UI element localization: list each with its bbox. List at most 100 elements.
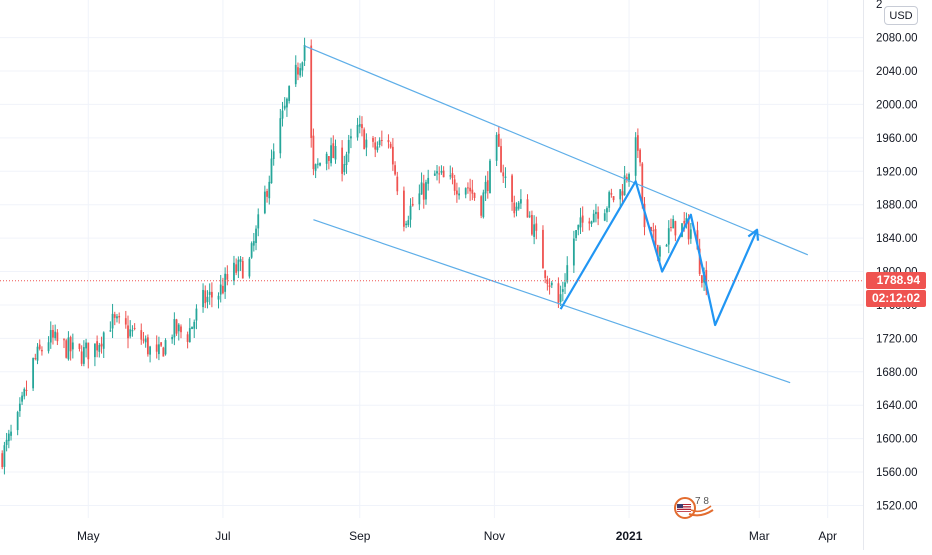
x-axis[interactable]: May Jul Sep Nov 2021 Mar Apr [77, 529, 837, 543]
candle-body [78, 343, 81, 349]
candle-body [268, 181, 271, 199]
candle-body [621, 191, 624, 196]
y-tick-label: 2040.00 [876, 66, 918, 78]
candle-body [378, 140, 381, 146]
candle-body [433, 173, 436, 176]
candle-body [548, 285, 551, 288]
candle-body [36, 346, 39, 361]
candle-body [656, 244, 659, 257]
candle-body [455, 190, 458, 195]
candle-body [515, 206, 518, 211]
candle-body [208, 291, 211, 295]
candle-body [63, 339, 65, 341]
candle-body [94, 343, 96, 358]
candle-body [312, 135, 315, 170]
candle-body [500, 146, 502, 172]
candle-body [438, 173, 441, 175]
candle-body [250, 243, 253, 258]
candle-body [436, 171, 438, 174]
candle-body [517, 202, 520, 209]
candle-body [303, 45, 306, 61]
candle-body [674, 221, 677, 236]
candle-body [405, 223, 408, 226]
candle-body [619, 189, 622, 200]
candle-body [281, 110, 284, 119]
candle-body [158, 344, 160, 355]
candle-body [572, 238, 575, 266]
candle-body [422, 183, 425, 200]
candle-body [118, 316, 121, 318]
candle-body [164, 340, 167, 355]
y-tick-label: 1880.00 [876, 200, 918, 212]
drawings [304, 45, 809, 384]
candle-body [49, 330, 52, 343]
candle-body [564, 282, 566, 287]
candle-body [566, 265, 569, 282]
candle-body [473, 192, 476, 198]
candle-body [177, 324, 180, 332]
candle-body [361, 124, 363, 129]
candle-body [643, 203, 646, 228]
candle-body [581, 215, 584, 223]
candle-body [111, 313, 114, 329]
candle-body [98, 345, 101, 352]
x-tick-label: 2021 [616, 529, 643, 543]
candle-body [577, 224, 580, 230]
x-tick-label: Sep [349, 529, 371, 543]
candle-body [590, 221, 593, 224]
candle-body [358, 123, 361, 127]
candle-body [252, 241, 255, 246]
y-tick-label: 1520.00 [876, 500, 918, 512]
candle-body [698, 248, 701, 274]
candle-body [486, 180, 489, 191]
candle-body [248, 258, 251, 277]
currency-button[interactable]: USD [884, 6, 918, 25]
candle-body [25, 389, 28, 391]
candle-body [592, 213, 595, 223]
candle-body [667, 228, 670, 245]
x-tick-label: May [77, 529, 100, 543]
candle-body [442, 170, 445, 178]
candle-body [330, 145, 332, 164]
y-axis[interactable]: 1520.00 1560.00 1600.00 1640.00 1680.00 1720.… [876, 0, 918, 512]
candle-body [449, 175, 452, 177]
candle-body [144, 338, 147, 343]
candle-body [374, 142, 377, 150]
candle-body [639, 149, 641, 163]
candle-body [67, 337, 70, 360]
x-tick-label: Mar [749, 529, 770, 543]
candle-body [233, 262, 235, 281]
candle-body [71, 342, 74, 350]
candle-body [700, 275, 703, 284]
candle-body [665, 244, 668, 247]
candle-body [471, 189, 474, 194]
candle-body [372, 138, 374, 142]
candle-body [420, 182, 423, 195]
candle-body [226, 274, 229, 280]
candle-body [440, 170, 443, 173]
candle-body [418, 193, 421, 205]
candle-body [670, 226, 672, 228]
candle-body [21, 395, 23, 402]
candle-body [652, 230, 655, 232]
candle-body [608, 192, 611, 208]
candle-body [469, 187, 472, 192]
candle-body [380, 140, 383, 142]
candle-body [363, 129, 366, 150]
candle-body [224, 273, 227, 292]
candle-body [18, 403, 21, 412]
candle-body [409, 205, 412, 220]
candle-body [32, 358, 35, 389]
candle-body [387, 140, 390, 143]
candle-body [23, 388, 26, 397]
candle-body [687, 218, 690, 240]
candle-body [634, 137, 637, 176]
x-tick-label: Nov [484, 529, 505, 543]
candle-body [559, 294, 562, 302]
candle-body [82, 347, 85, 364]
candle-body [116, 316, 118, 319]
candle-body [301, 62, 304, 71]
candle-body [54, 331, 57, 339]
